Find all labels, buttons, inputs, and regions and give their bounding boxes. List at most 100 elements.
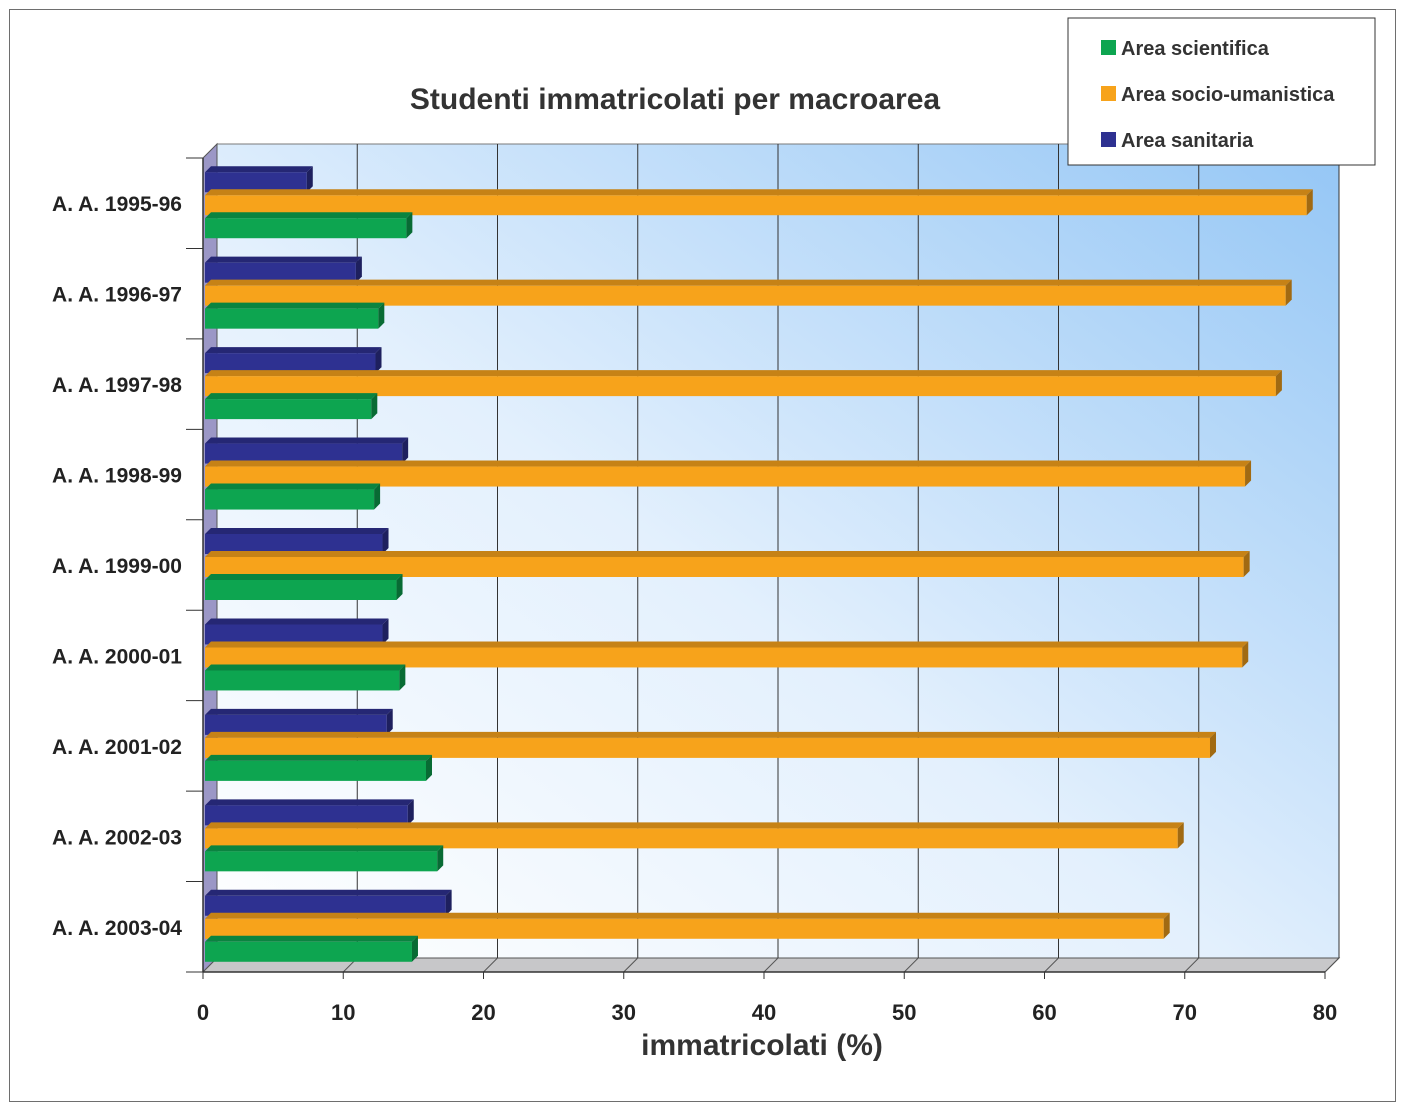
bar — [205, 647, 1243, 668]
bar-top-face — [205, 799, 414, 806]
bar-side-face — [1285, 279, 1292, 306]
bar-top-face — [205, 618, 389, 625]
gridline-floor — [1184, 957, 1200, 973]
bar-top-face — [205, 302, 385, 309]
bar-side-face — [445, 889, 452, 916]
bar — [205, 918, 1164, 939]
legend-label: Area socio-umanistica — [1121, 84, 1335, 106]
bar-top-face — [205, 731, 1216, 738]
bar-side-face — [1209, 731, 1216, 758]
bar-side-face — [1243, 551, 1250, 577]
gridline-floor — [1044, 957, 1059, 973]
bar — [205, 172, 307, 193]
y-tick-label: A. A. 1996-97 — [52, 284, 182, 307]
bar-side-face — [406, 212, 413, 239]
x-tick-label: 80 — [1313, 1000, 1337, 1025]
bar — [205, 805, 408, 826]
legend-label: Area sanitaria — [1121, 130, 1254, 152]
bar-top-face — [205, 664, 406, 671]
bar-side-face — [1275, 370, 1282, 397]
bar — [205, 285, 1286, 306]
y-tick-label: A. A. 2001-02 — [52, 736, 182, 759]
bar — [205, 399, 372, 420]
bar — [205, 828, 1178, 849]
y-tick-label: A. A. 2000-01 — [52, 645, 182, 668]
bar-side-face — [1245, 460, 1252, 487]
bar — [205, 895, 446, 916]
bar-side-face — [402, 437, 409, 464]
bar-side-face — [411, 935, 418, 962]
x-tick-label: 30 — [612, 1000, 636, 1025]
bar-side-face — [396, 574, 403, 600]
bar-top-face — [205, 551, 1250, 557]
x-tick-label: 60 — [1032, 1000, 1056, 1025]
bar-side-face — [1177, 822, 1184, 849]
bar — [205, 308, 379, 329]
bar-top-face — [205, 460, 1252, 467]
gridline-floor — [623, 957, 639, 973]
bar — [205, 557, 1244, 577]
bar-side-face — [355, 256, 362, 283]
y-tick-label: A. A. 1998-99 — [52, 465, 182, 488]
y-tick-label: A. A. 2003-04 — [52, 917, 182, 940]
x-tick-label: 40 — [752, 1000, 776, 1025]
bar-top-face — [205, 912, 1170, 919]
bar-top-face — [205, 347, 382, 354]
bar — [205, 262, 356, 283]
chart-title: Studenti immatricolati per macroarea — [410, 83, 940, 116]
bar — [205, 353, 376, 374]
bar-top-face — [205, 393, 378, 400]
bar-top-face — [205, 754, 432, 761]
legend-swatch — [1101, 132, 1116, 147]
bar — [205, 760, 426, 781]
bar-side-face — [382, 528, 389, 554]
x-tick-label: 10 — [331, 1000, 355, 1025]
bar-side-face — [399, 664, 406, 691]
legend-box — [1067, 17, 1376, 166]
bar — [205, 195, 1307, 216]
gridline-floor — [483, 957, 498, 973]
y-tick-label: A. A. 1997-98 — [52, 374, 182, 397]
bar-side-face — [407, 799, 414, 826]
bar-top-face — [205, 212, 413, 219]
x-tick-label: 70 — [1173, 1000, 1197, 1025]
bar-top-face — [205, 256, 362, 263]
x-tick-label: 50 — [892, 1000, 916, 1025]
bar-side-face — [386, 708, 393, 735]
bar-top-face — [205, 935, 418, 942]
bar — [205, 466, 1246, 487]
bar — [205, 376, 1276, 397]
bar-side-face — [306, 166, 313, 193]
bar-side-face — [1306, 189, 1313, 216]
bar-top-face — [205, 166, 313, 173]
bar — [205, 489, 375, 510]
bar-top-face — [205, 708, 393, 715]
bar-top-face — [205, 889, 452, 896]
legend-swatch — [1101, 40, 1116, 55]
bar — [205, 737, 1210, 758]
y-tick-label: A. A. 1999-00 — [52, 555, 182, 578]
bar — [205, 534, 383, 554]
bar — [205, 443, 403, 464]
y-tick-label: A. A. 2002-03 — [52, 826, 182, 849]
bar — [205, 941, 412, 962]
bar — [205, 851, 438, 872]
x-tick-label: 0 — [197, 1000, 209, 1025]
bar — [205, 714, 387, 735]
bar-side-face — [371, 393, 378, 420]
legend: Area scientifica Area socio-umanistica Are… — [1067, 17, 1376, 166]
x-axis-title: immatricolati (%) — [641, 1029, 883, 1062]
gridline-floor — [903, 957, 919, 973]
bar-top-face — [205, 483, 381, 490]
bar-top-face — [205, 189, 1313, 196]
bar — [205, 624, 383, 645]
bar-side-face — [374, 483, 381, 510]
bar-side-face — [378, 302, 385, 329]
y-tick-label: A. A. 1995-96 — [52, 193, 182, 216]
bar — [205, 580, 397, 600]
bar-side-face — [1242, 641, 1249, 668]
x-tick-label: 20 — [471, 1000, 495, 1025]
legend-label: Area scientifica — [1121, 38, 1270, 60]
